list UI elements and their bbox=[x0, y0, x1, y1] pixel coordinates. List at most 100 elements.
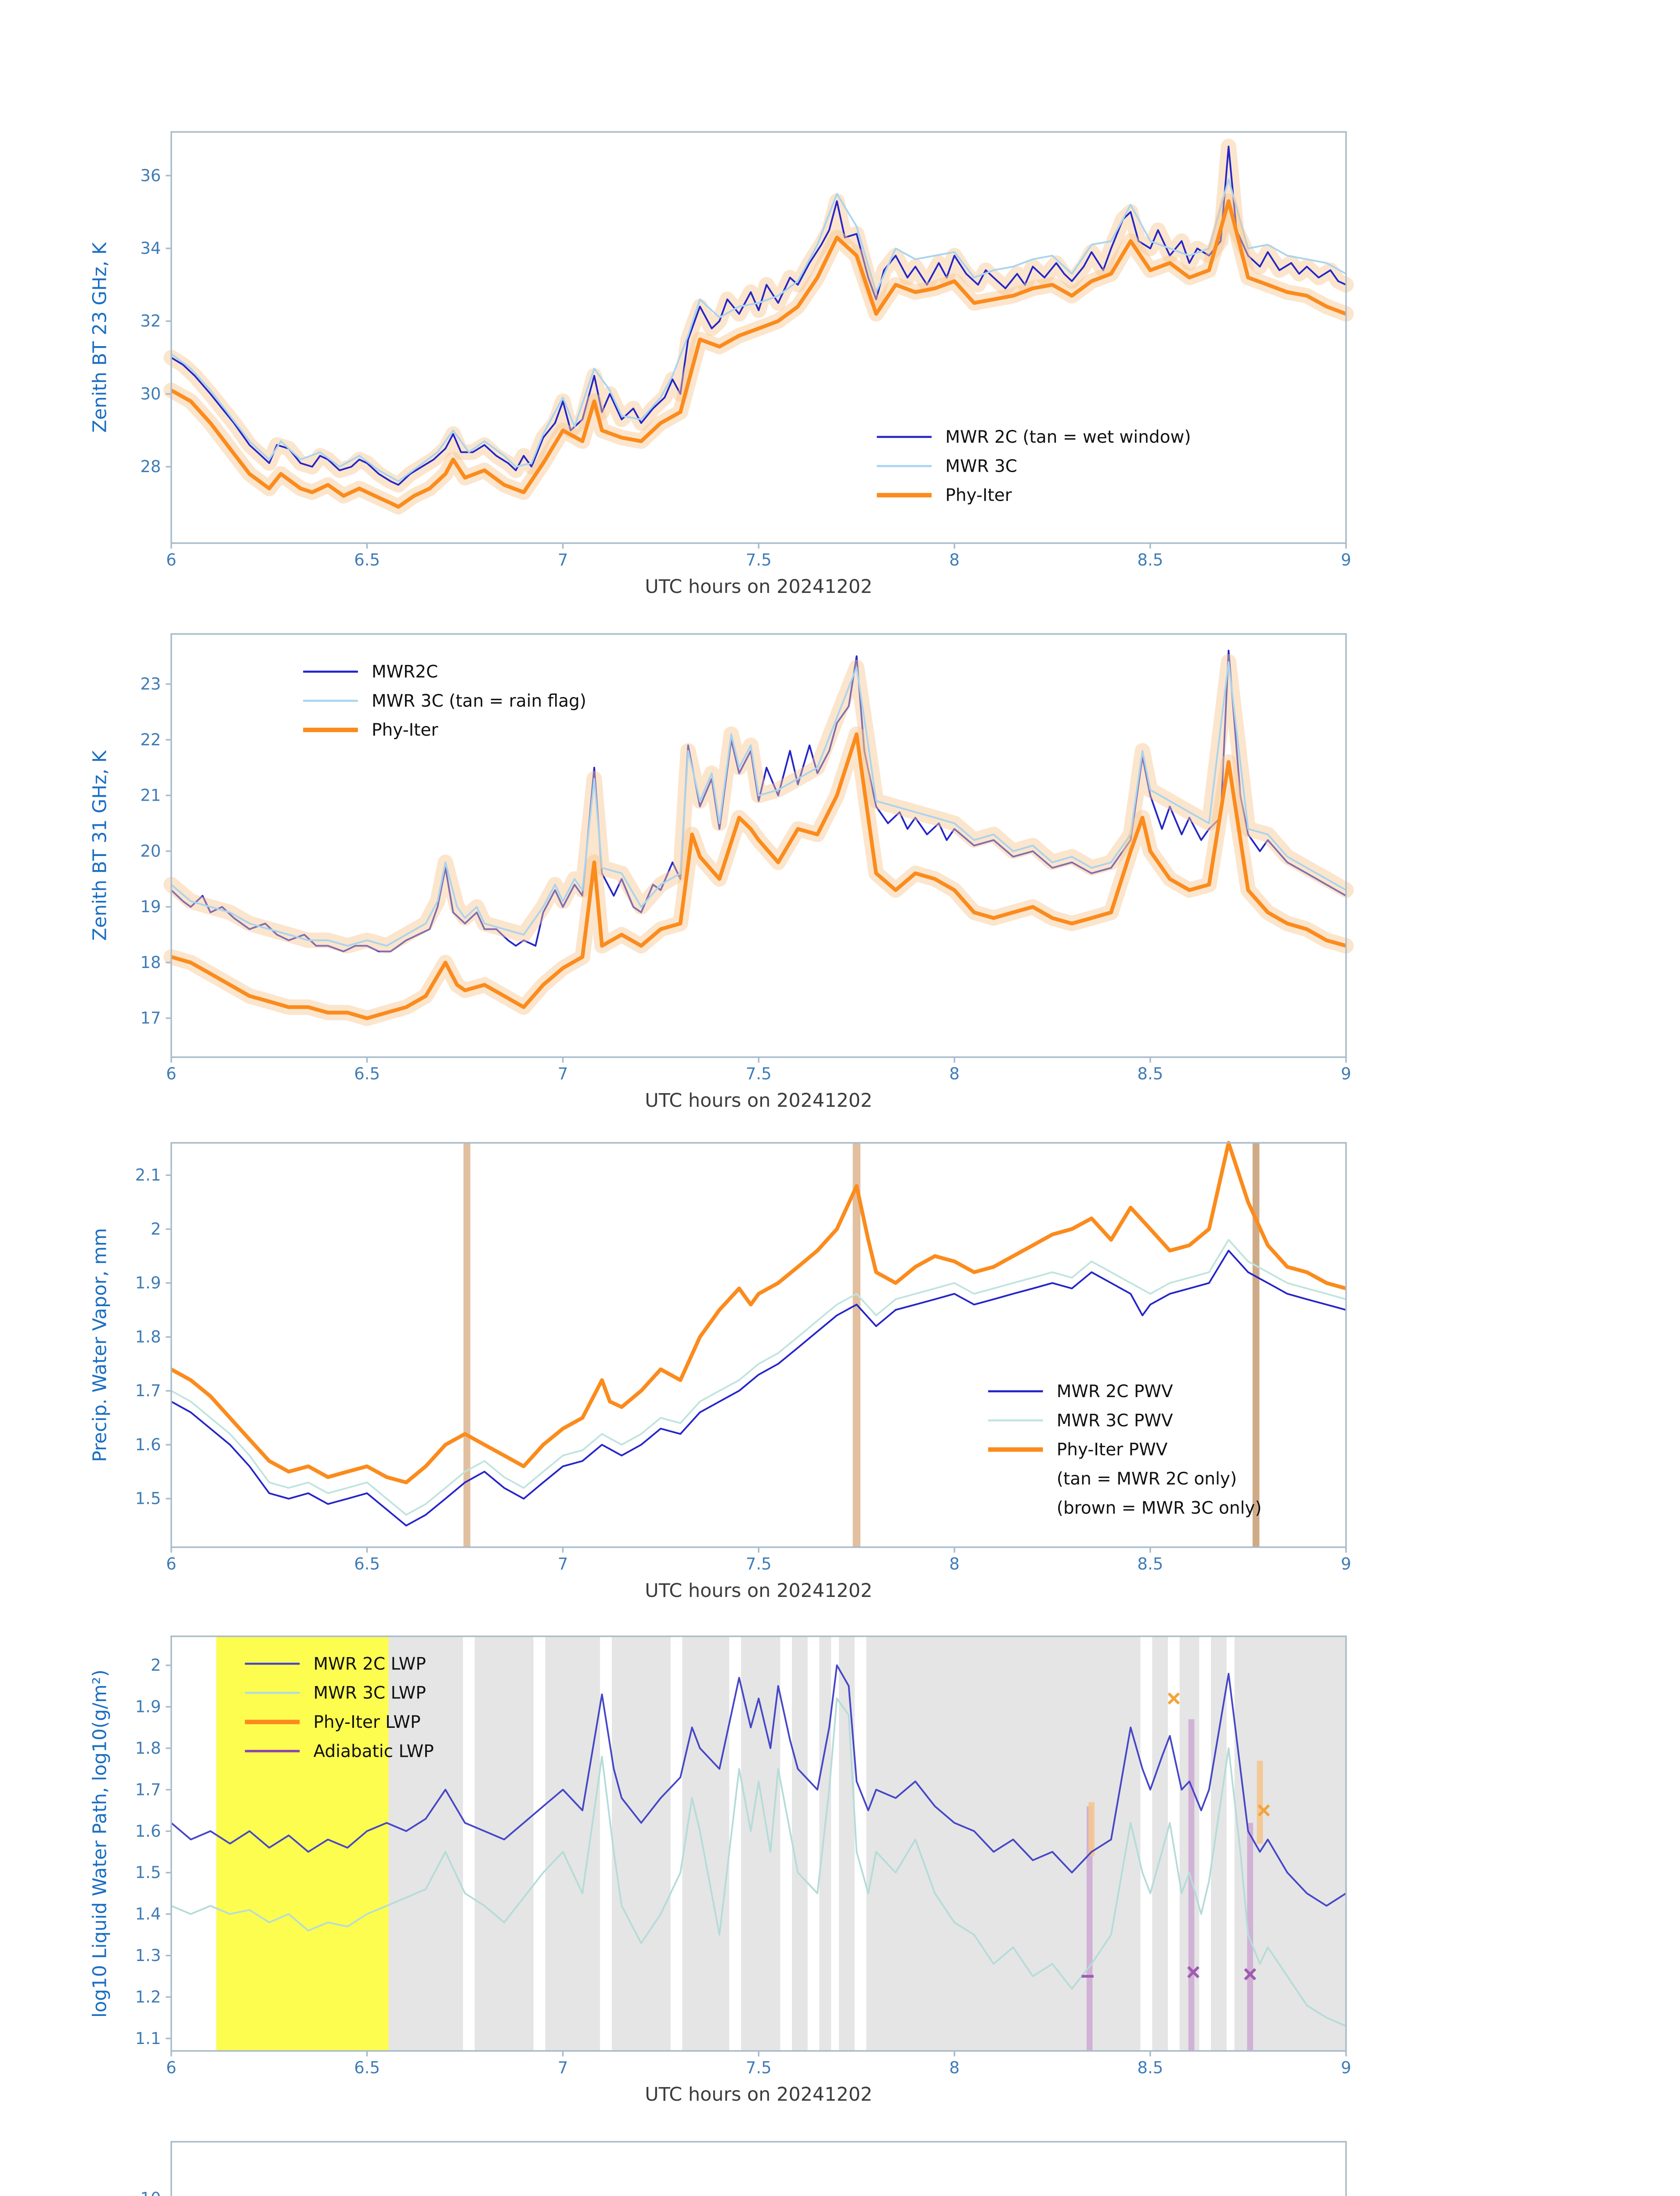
mwr-3c-bt23-line bbox=[170, 178, 1347, 482]
x-tick-label: 9 bbox=[1341, 550, 1351, 569]
x-tick-label: 9 bbox=[1341, 1065, 1351, 1084]
x-tick-label: 6.5 bbox=[354, 550, 380, 569]
x-tick-label: 7 bbox=[558, 1554, 568, 1573]
bt23-xaxis-title: UTC hours on 20241202 bbox=[645, 576, 872, 598]
y-tick-label: 1.1 bbox=[135, 2029, 161, 2048]
legend-label: (brown = MWR 3C only) bbox=[1057, 1498, 1262, 1518]
x-tick-label: 8.5 bbox=[1137, 1065, 1163, 1084]
legend-label: MWR 2C LWP bbox=[314, 1654, 426, 1674]
x-tick-label: 7.5 bbox=[746, 2058, 772, 2077]
phy-iter-bt31-line bbox=[170, 732, 1347, 1020]
legend-label: Phy-Iter bbox=[372, 720, 438, 740]
y-tick-label: 32 bbox=[140, 312, 161, 331]
x-tick-label: 8 bbox=[949, 1065, 960, 1084]
x-tick-label: 7.5 bbox=[746, 1065, 772, 1084]
mwr-3c-lwp-line bbox=[171, 1698, 1347, 2027]
bt23-yaxis-title: Zenith BT 23 GHz, K bbox=[89, 242, 111, 433]
y-tick-label: 1.9 bbox=[135, 1698, 161, 1716]
lwp-vertical-bar bbox=[1086, 1806, 1093, 2051]
adiabatic-lwp-point-x-marker bbox=[1187, 1966, 1199, 1979]
x-tick-label: 8 bbox=[949, 550, 960, 569]
x-tick-label: 8.5 bbox=[1137, 2058, 1163, 2077]
y-tick-label: 1.5 bbox=[135, 1489, 161, 1508]
lwp-vertical-bar bbox=[1257, 1760, 1263, 1844]
legend-label: MWR 2C (tan = wet window) bbox=[945, 427, 1191, 447]
y-tick-label: 1.6 bbox=[135, 1435, 161, 1454]
legend-label: Phy-Iter bbox=[945, 486, 1012, 506]
lwp-flag-region bbox=[819, 1636, 831, 2051]
legend-label: MWR 3C (tan = rain flag) bbox=[372, 691, 586, 711]
y-tick-label: 23 bbox=[140, 675, 161, 693]
x-tick-label: 8 bbox=[949, 2058, 960, 2077]
phy-iter-lwp-point-x-marker bbox=[1167, 1692, 1180, 1705]
lwp-flag-region bbox=[866, 1636, 1141, 2051]
lwp-yaxis-title: log10 Liquid Water Path, log10(g/m²) bbox=[89, 1669, 111, 2018]
legend-label: MWR 3C bbox=[945, 456, 1017, 476]
y-tick-label: 1.7 bbox=[135, 1381, 161, 1400]
y-tick-label: 18 bbox=[140, 953, 161, 972]
y-tick-label: 1.8 bbox=[135, 1327, 161, 1346]
legend-label: Phy-Iter PWV bbox=[1057, 1440, 1168, 1460]
legend-label: (tan = MWR 2C only) bbox=[1057, 1469, 1237, 1489]
y-tick-label: 1.8 bbox=[135, 1739, 161, 1758]
y-tick-label: 1.4 bbox=[135, 1905, 161, 1924]
y-tick-label: 10 bbox=[140, 2189, 161, 2196]
y-tick-label: 22 bbox=[140, 730, 161, 749]
pwv-yaxis-title: Precip. Water Vapor, mm bbox=[89, 1228, 111, 1462]
x-tick-label: 7.5 bbox=[746, 550, 772, 569]
phy-iter-bt23-line bbox=[170, 199, 1347, 509]
mwr-3c-pwv-line bbox=[170, 1239, 1347, 1516]
pwv-xaxis-title: UTC hours on 20241202 bbox=[645, 1580, 872, 1602]
pwv-vertical-bar bbox=[463, 1143, 470, 1547]
pwv-vertical-bar bbox=[853, 1143, 860, 1547]
phy-iter-pwv-line bbox=[170, 1141, 1347, 1484]
x-tick-label: 8.5 bbox=[1137, 1554, 1163, 1573]
lwp-flag-region bbox=[611, 1636, 671, 2051]
y-tick-label: 1.2 bbox=[135, 1987, 161, 2006]
mwr-2c-lwp-line bbox=[170, 1664, 1347, 1907]
lwp-xaxis-title: UTC hours on 20241202 bbox=[645, 2084, 872, 2106]
y-tick-label: 2 bbox=[151, 1656, 161, 1675]
bt23-axes-frame bbox=[170, 131, 1347, 544]
lwp-flag-region bbox=[792, 1636, 808, 2051]
lwp-vertical-bar bbox=[1088, 1802, 1095, 1856]
x-tick-label: 8.5 bbox=[1137, 550, 1163, 569]
x-tick-label: 9 bbox=[1341, 2058, 1351, 2077]
y-tick-label: 20 bbox=[140, 842, 161, 860]
y-tick-label: 36 bbox=[140, 166, 161, 185]
mwr-2c-bt23-line bbox=[170, 145, 1347, 486]
y-tick-label: 1.6 bbox=[135, 1822, 161, 1841]
x-tick-label: 6.5 bbox=[354, 2058, 380, 2077]
lwp-flag-region bbox=[474, 1636, 534, 2051]
pwv-vertical-bar bbox=[1252, 1143, 1260, 1547]
adiabatic-lwp-point-x-marker bbox=[1244, 1968, 1257, 1980]
lwp-flag-region bbox=[682, 1636, 730, 2051]
x-tick-label: 7 bbox=[558, 550, 568, 569]
x-tick-label: 6 bbox=[166, 2058, 177, 2077]
y-tick-label: 1.5 bbox=[135, 1863, 161, 1882]
legend-label: Adiabatic LWP bbox=[314, 1741, 434, 1761]
x-tick-label: 6 bbox=[166, 1065, 177, 1084]
y-tick-label: 1.7 bbox=[135, 1780, 161, 1799]
bt31-yaxis-title: Zenith BT 31 GHz, K bbox=[89, 750, 111, 941]
lwp-flag-region bbox=[545, 1636, 600, 2051]
phy-iter-lwp-point-x-marker bbox=[1257, 1804, 1270, 1817]
x-tick-label: 8 bbox=[949, 1554, 960, 1573]
y-tick-label: 21 bbox=[140, 786, 161, 805]
x-tick-label: 7 bbox=[558, 2058, 568, 2077]
y-tick-label: 28 bbox=[140, 457, 161, 476]
x-tick-label: 6 bbox=[166, 1554, 177, 1573]
legend-label: MWR2C bbox=[372, 662, 438, 682]
y-tick-label: 2 bbox=[151, 1220, 161, 1239]
mwr-3c-bt31-line bbox=[170, 661, 1347, 947]
legend-label: MWR 3C PWV bbox=[1057, 1411, 1173, 1430]
legend-label: MWR 2C PWV bbox=[1057, 1382, 1173, 1401]
lwp-flag-region bbox=[1152, 1636, 1168, 2051]
y-tick-label: 1.9 bbox=[135, 1274, 161, 1293]
lwp-flag-region bbox=[388, 1636, 463, 2051]
legend-label: Phy-Iter LWP bbox=[314, 1712, 421, 1732]
lwp-flag-region bbox=[741, 1636, 780, 2051]
x-tick-label: 7 bbox=[558, 1065, 568, 1084]
